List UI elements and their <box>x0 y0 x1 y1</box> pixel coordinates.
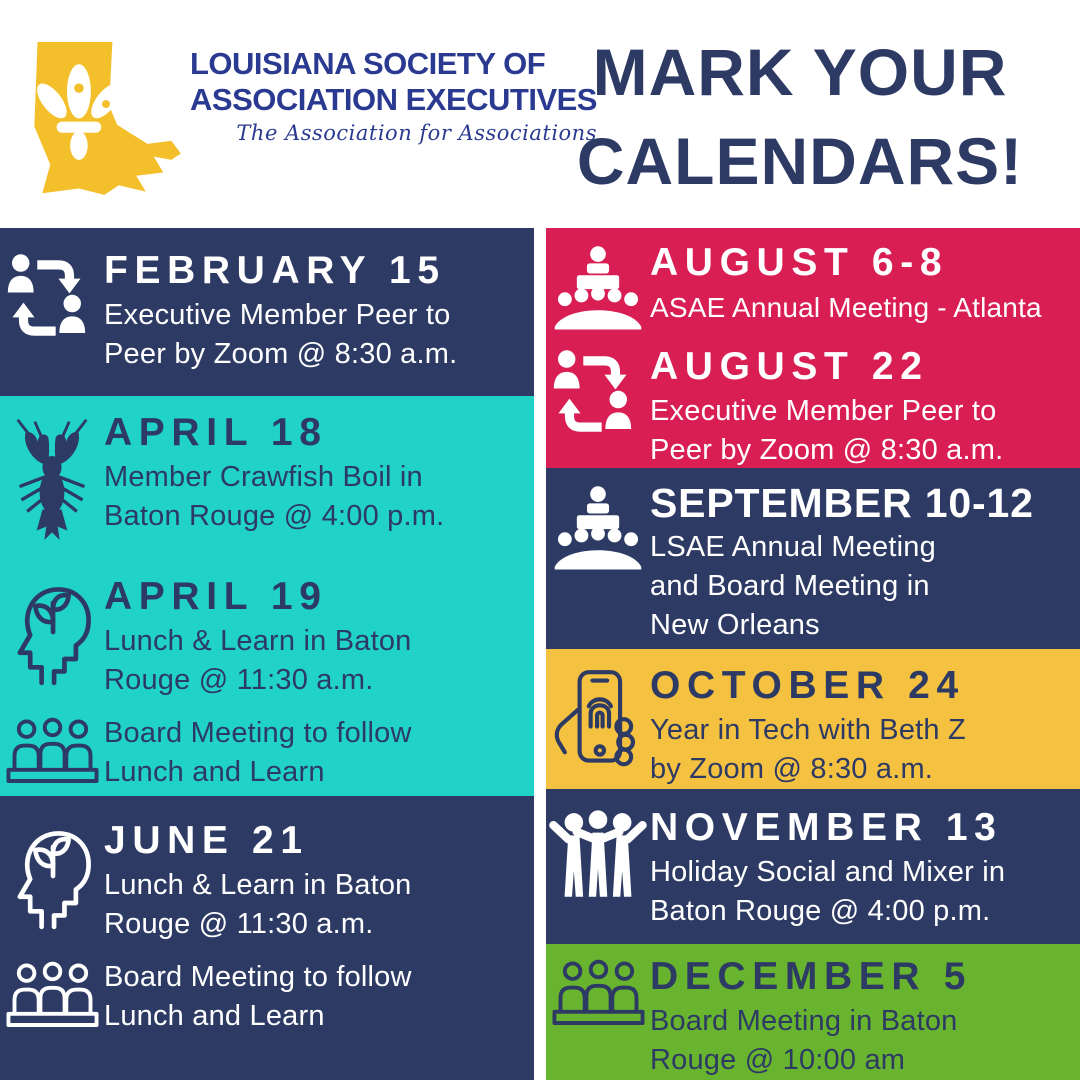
september-block: SEPTEMBER 10-12 LSAE Annual Meeting and … <box>546 468 1080 649</box>
event-october-24: OCTOBER 24 Year in Tech with Beth Z by Z… <box>546 663 1080 789</box>
conference-speaker-icon <box>546 244 650 336</box>
event-text: FEBRUARY 15 Executive Member Peer to Pee… <box>104 248 534 374</box>
event-text: NOVEMBER 13 Holiday Social and Mixer in … <box>650 805 1080 931</box>
event-description: Year in Tech with Beth Z by Zoom @ 8:30 … <box>650 713 966 785</box>
event-text: SEPTEMBER 10-12 LSAE Annual Meeting and … <box>650 480 1080 645</box>
event-november-13: NOVEMBER 13 Holiday Social and Mixer in … <box>546 805 1080 931</box>
event-september-10-12: SEPTEMBER 10-12 LSAE Annual Meeting and … <box>546 480 1080 645</box>
june-block: JUNE 21 Lunch & Learn in Baton Rouge @ 1… <box>0 796 534 1080</box>
event-description: Lunch & Learn in Baton Rouge @ 11:30 a.m… <box>104 869 412 940</box>
board-meeting-icon <box>0 960 104 1033</box>
header: LOUISIANA SOCIETY OF ASSOCIATION EXECUTI… <box>0 0 1080 228</box>
event-text: JUNE 21 Lunch & Learn in Baton Rouge @ 1… <box>104 818 534 944</box>
board-meeting-icon <box>546 958 650 1031</box>
event-december-5: DECEMBER 5 Board Meeting in Baton Rouge … <box>546 954 1080 1080</box>
november-block: NOVEMBER 13 Holiday Social and Mixer in … <box>546 788 1080 944</box>
logo-text: LOUISIANA SOCIETY OF ASSOCIATION EXECUTI… <box>190 34 598 145</box>
louisiana-state-fleur-de-lis-icon <box>26 34 186 206</box>
left-column: FEBRUARY 15 Executive Member Peer to Pee… <box>0 228 534 1080</box>
right-column: AUGUST 6-8 ASAE Annual Meeting - Atlanta <box>546 228 1080 1080</box>
event-february-15: FEBRUARY 15 Executive Member Peer to Pee… <box>0 248 534 374</box>
peer-exchange-icon <box>546 348 650 440</box>
event-description: Holiday Social and Mixer in Baton Rouge … <box>650 855 1006 927</box>
title-line-1: MARK YOUR <box>592 35 1008 109</box>
event-date: SEPTEMBER 10-12 <box>650 480 1034 526</box>
event-board-meeting-june: Board Meeting to follow Lunch and Learn <box>0 956 534 1036</box>
event-date: APRIL 18 <box>104 411 328 454</box>
event-august-6-8: AUGUST 6-8 ASAE Annual Meeting - Atlanta <box>546 240 1080 336</box>
event-date: APRIL 19 <box>104 575 328 618</box>
board-meeting-icon <box>0 716 104 789</box>
phone-fingerprint-icon <box>546 667 650 775</box>
event-june-21: JUNE 21 Lunch & Learn in Baton Rouge @ 1… <box>0 818 534 944</box>
peer-exchange-icon <box>0 252 104 344</box>
event-date: JUNE 21 <box>104 819 309 862</box>
december-block: DECEMBER 5 Board Meeting in Baton Rouge … <box>546 944 1080 1080</box>
event-text: DECEMBER 5 Board Meeting in Baton Rouge … <box>650 954 1080 1080</box>
august-block: AUGUST 6-8 ASAE Annual Meeting - Atlanta <box>546 228 1080 468</box>
crawfish-icon <box>0 414 104 562</box>
event-date: FEBRUARY 15 <box>104 249 446 292</box>
event-description: Board Meeting in Baton Rouge @ 10:00 am <box>650 1005 958 1076</box>
calendar-grid: FEBRUARY 15 Executive Member Peer to Pee… <box>0 228 1080 1080</box>
logo-line-2: ASSOCIATION EXECUTIVES <box>190 82 598 117</box>
event-description: Executive Member Peer to Peer by Zoom @ … <box>650 395 1004 466</box>
event-text: APRIL 18 Member Crawfish Boil in Baton R… <box>104 410 534 536</box>
holiday-social-icon <box>546 809 650 899</box>
event-date: AUGUST 22 <box>650 345 929 388</box>
event-description: Member Crawfish Boil in Baton Rouge @ 4:… <box>104 461 445 532</box>
event-august-22: AUGUST 22 Executive Member Peer to Peer … <box>546 344 1080 470</box>
event-april-18: APRIL 18 Member Crawfish Boil in Baton R… <box>0 410 534 562</box>
event-date: AUGUST 6-8 <box>650 241 949 284</box>
lsae-logo: LOUISIANA SOCIETY OF ASSOCIATION EXECUTI… <box>26 34 598 206</box>
mind-growth-icon <box>0 578 104 686</box>
event-text: Board Meeting to follow Lunch and Learn <box>104 712 534 792</box>
event-board-meeting-april: Board Meeting to follow Lunch and Learn <box>0 712 534 792</box>
event-april-19: APRIL 19 Lunch & Learn in Baton Rouge @ … <box>0 574 534 700</box>
event-text: AUGUST 22 Executive Member Peer to Peer … <box>650 344 1080 470</box>
event-description: ASAE Annual Meeting - Atlanta <box>650 292 1042 323</box>
october-block: OCTOBER 24 Year in Tech with Beth Z by Z… <box>546 648 1080 789</box>
logo-line-1: LOUISIANA SOCIETY OF <box>190 46 546 81</box>
page-title: MARK YOUR CALENDARS! <box>538 28 1062 206</box>
conference-speaker-icon <box>546 484 650 576</box>
event-date: NOVEMBER 13 <box>650 805 1003 849</box>
event-description: LSAE Annual Meeting and Board Meeting in… <box>650 531 936 641</box>
mind-growth-icon <box>0 822 104 930</box>
event-description: Board Meeting to follow Lunch and Learn <box>104 961 412 1032</box>
event-description: Board Meeting to follow Lunch and Learn <box>104 717 412 788</box>
event-description: Executive Member Peer to Peer by Zoom @ … <box>104 299 458 370</box>
title-line-2: CALENDARS! <box>576 124 1024 198</box>
april-block: APRIL 18 Member Crawfish Boil in Baton R… <box>0 396 534 796</box>
event-date: DECEMBER 5 <box>650 955 973 998</box>
event-text: OCTOBER 24 Year in Tech with Beth Z by Z… <box>650 663 1080 789</box>
logo-tagline: The Association for Associations <box>236 121 597 145</box>
column-divider <box>534 228 546 1080</box>
event-text: Board Meeting to follow Lunch and Learn <box>104 956 534 1036</box>
event-text: AUGUST 6-8 ASAE Annual Meeting - Atlanta <box>650 240 1080 327</box>
february-block: FEBRUARY 15 Executive Member Peer to Pee… <box>0 228 534 396</box>
event-text: APRIL 19 Lunch & Learn in Baton Rouge @ … <box>104 574 534 700</box>
event-date: OCTOBER 24 <box>650 663 965 707</box>
event-description: Lunch & Learn in Baton Rouge @ 11:30 a.m… <box>104 625 412 696</box>
